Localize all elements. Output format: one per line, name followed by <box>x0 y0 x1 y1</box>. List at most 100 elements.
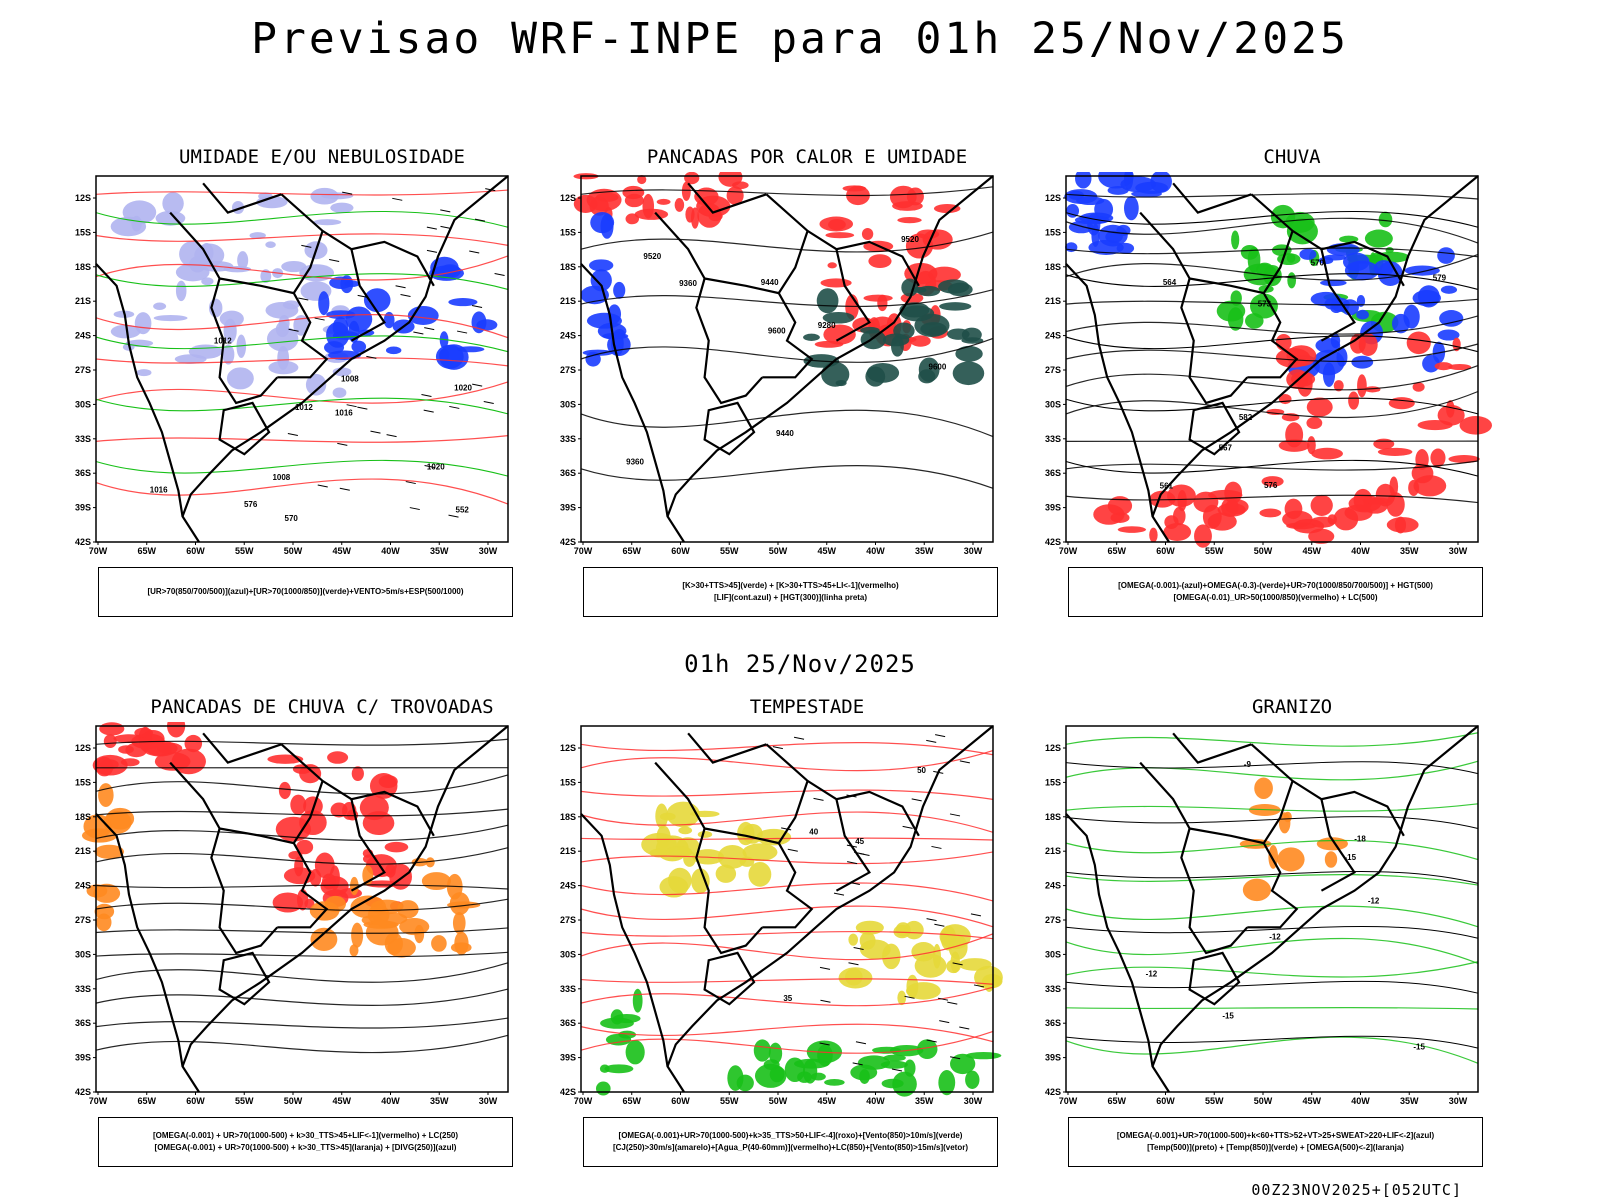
lon-label: 70W <box>574 546 593 556</box>
lavender-area <box>305 373 327 396</box>
red-area <box>1177 489 1187 512</box>
wind-vector <box>288 328 299 332</box>
lat-label: 42S <box>1045 537 1061 547</box>
orange-area <box>81 828 118 843</box>
lon-label: 30W <box>479 1096 498 1106</box>
contour-label: 1008 <box>272 473 290 482</box>
isoline <box>95 189 509 196</box>
yellow-area <box>715 864 737 883</box>
yellow-area <box>897 990 907 1006</box>
orange-area <box>1283 811 1292 823</box>
map-legend: [K>30+TTS>45](verde) + [K>30+TTS>45+LI<-… <box>583 567 998 617</box>
wind-vector <box>833 892 845 896</box>
weather-map[interactable]: 9600 9600 9520 9520 9440 9360 9440 9280 9360 12S 1… <box>551 172 1063 582</box>
map-background <box>581 726 993 1092</box>
border-line <box>836 799 869 891</box>
map-frame <box>580 725 994 1093</box>
yellow-area <box>940 925 957 951</box>
darkteal-area <box>821 361 850 387</box>
isoline <box>580 811 994 833</box>
green-area <box>604 1064 634 1074</box>
lon-label: 55W <box>720 1096 739 1106</box>
orange-area <box>1277 847 1305 872</box>
wind-vector <box>366 355 377 359</box>
lat-label: 39S <box>1045 503 1061 513</box>
border-line <box>705 403 754 454</box>
border-line <box>1321 799 1354 891</box>
border-line <box>220 953 269 1004</box>
weather-map[interactable]: 582 573 576 570 567 564 561 579 12S 15S 18S 21S 24S 2… <box>1036 172 1548 582</box>
border-line <box>1153 176 1478 516</box>
weather-map[interactable]: -12 -15 -12 -18 -15 -12 -15 -9 12S 15S 18S 21S 24S 27… <box>1036 722 1548 1132</box>
green-area <box>1378 211 1393 228</box>
wind-vector <box>819 1042 830 1046</box>
border-line <box>836 249 869 341</box>
isoline <box>580 905 994 928</box>
lon-label: 65W <box>1107 546 1126 556</box>
border-line <box>294 231 323 293</box>
darkteal-area <box>952 361 985 386</box>
border-line <box>96 264 199 542</box>
blue-area <box>1131 190 1162 198</box>
weather-map[interactable]: 50 45 40 35 12S 15S 18S 21S 24S 27S 30S 33S 36S 39S 42… <box>551 722 1063 1132</box>
wind-vector <box>342 191 353 195</box>
contour-label: 45 <box>855 837 864 846</box>
darkteal-area <box>822 311 855 324</box>
wind-vector <box>287 432 298 436</box>
contour-label: -12 <box>1146 969 1158 978</box>
map-frame <box>95 175 509 543</box>
lat-label: 30S <box>75 399 91 409</box>
lon-label: 40W <box>381 546 400 556</box>
yellow-area <box>748 861 772 887</box>
lon-label: 40W <box>1351 1096 1370 1106</box>
wind-vector <box>819 966 831 970</box>
green-area <box>1364 229 1393 248</box>
contour-label: 9440 <box>761 278 779 287</box>
red-area <box>362 811 395 836</box>
darkteal-area <box>955 345 983 362</box>
red-area <box>1389 476 1399 497</box>
green-area <box>727 1065 744 1091</box>
red-area <box>823 324 856 345</box>
panel-pancadas: PANCADAS POR CALOR E UMIDADE 9600 9600 952… <box>551 146 1063 621</box>
wind-vector <box>494 273 505 277</box>
isoline <box>1065 459 1479 477</box>
wind-vector <box>852 1062 863 1066</box>
page-title: Previsao WRF-INPE para 01h 25/Nov/2025 <box>251 14 1349 64</box>
red-area <box>1306 416 1323 429</box>
panel-granizo: GRANIZO -12 -15 -12 -18 -15 -12 -15 -9 12S 15S 18S… <box>1036 696 1548 1171</box>
red-area <box>1310 494 1333 516</box>
border-line <box>170 213 277 403</box>
red-area <box>916 229 940 239</box>
contour-label: 9440 <box>776 429 794 438</box>
wind-vector <box>772 746 783 750</box>
lon-label: 35W <box>430 1096 449 1106</box>
border-line <box>1321 249 1354 341</box>
green-area <box>850 1064 878 1081</box>
lat-label: 36S <box>1045 468 1061 478</box>
wind-vector <box>952 962 963 966</box>
isoline <box>95 988 509 1006</box>
lat-label: 21S <box>75 296 91 306</box>
green-area <box>1230 290 1242 306</box>
isoline <box>95 1034 509 1054</box>
red-area <box>1217 503 1246 517</box>
lon-label: 60W <box>186 1096 205 1106</box>
lon-label: 45W <box>817 546 836 556</box>
isoline <box>95 774 509 795</box>
red-area <box>1311 447 1343 460</box>
lat-label: 24S <box>1045 881 1061 891</box>
red-area <box>290 794 307 815</box>
blue-area <box>613 281 626 299</box>
weather-map[interactable]: 1012 1008 1020 576 570 1016 1020 1016 552 1012 100… <box>66 172 578 582</box>
border-line <box>1190 403 1239 454</box>
isoline <box>95 381 509 404</box>
map-legend: [OMEGA(-0.001)+UR>70(1000-500)+k<60+TTS>… <box>1068 1117 1483 1167</box>
orange-area <box>425 857 435 868</box>
isoline <box>580 882 994 902</box>
lon-label: 65W <box>137 1096 156 1106</box>
lat-label: 21S <box>560 296 576 306</box>
isoline <box>1065 874 1479 886</box>
wind-vector <box>931 845 942 849</box>
